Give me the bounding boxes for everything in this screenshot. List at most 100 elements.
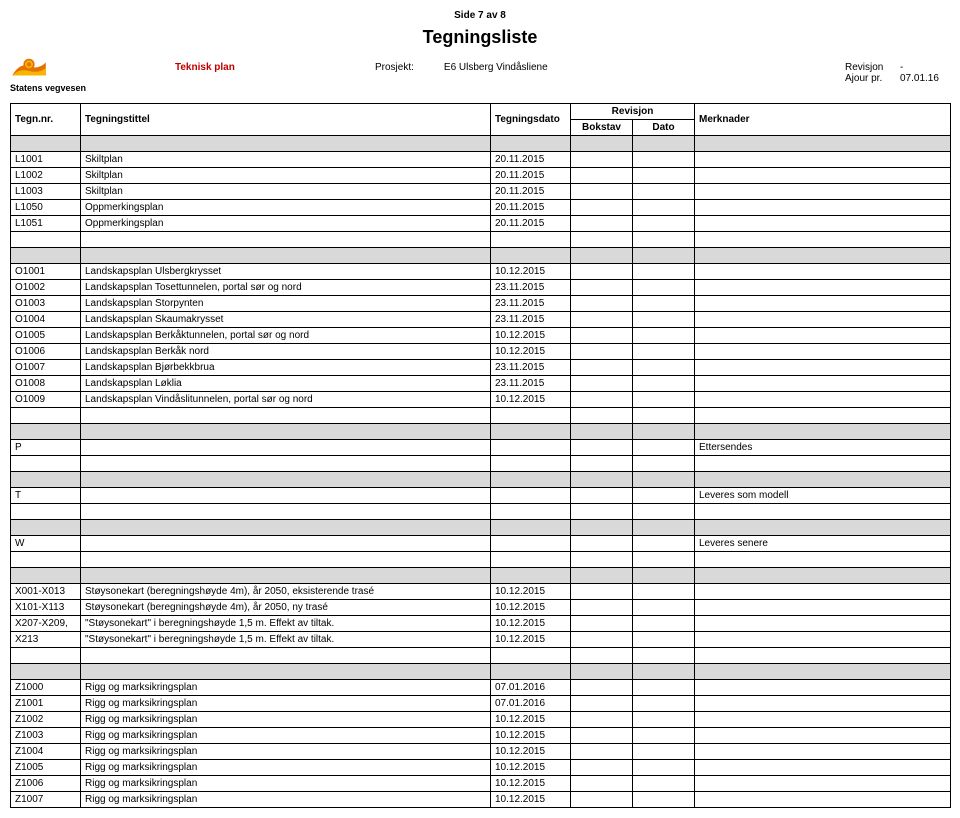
- cell-nr: X213: [11, 632, 81, 648]
- table-row: Z1000Rigg og marksikringsplan07.01.2016: [11, 680, 951, 696]
- cell-date: 10.12.2015: [491, 712, 571, 728]
- cell-nr: Z1000: [11, 680, 81, 696]
- separator-cell: [633, 424, 695, 440]
- blank-cell: [11, 504, 81, 520]
- cell-title: Landskapsplan Berkåktunnelen, portal sør…: [81, 328, 491, 344]
- cell-title: Landskapsplan Bjørbekkbrua: [81, 360, 491, 376]
- cell-bokstav: [571, 392, 633, 408]
- cell-date: 10.12.2015: [491, 792, 571, 808]
- cell-date: 10.12.2015: [491, 392, 571, 408]
- cell-date: 23.11.2015: [491, 360, 571, 376]
- cell-title: "Støysonekart" i beregningshøyde 1,5 m. …: [81, 616, 491, 632]
- separator-cell: [633, 472, 695, 488]
- cell-date: 23.11.2015: [491, 280, 571, 296]
- separator-cell: [491, 568, 571, 584]
- cell-title: Rigg og marksikringsplan: [81, 760, 491, 776]
- table-row: O1003Landskapsplan Storpynten23.11.2015: [11, 296, 951, 312]
- prosjekt-value: E6 Ulsberg Vindåsliene: [444, 62, 548, 84]
- separator-cell: [81, 248, 491, 264]
- cell-bokstav: [571, 536, 633, 552]
- cell-revdate: [633, 280, 695, 296]
- table-row: O1009Landskapsplan Vindåslitunnelen, por…: [11, 392, 951, 408]
- separator-cell: [491, 520, 571, 536]
- cell-nr: X001-X013: [11, 584, 81, 600]
- table-row: TLeveres som modell: [11, 488, 951, 504]
- separator-cell: [81, 664, 491, 680]
- cell-merk: [695, 216, 951, 232]
- table-row: X213"Støysonekart" i beregningshøyde 1,5…: [11, 632, 951, 648]
- cell-merk: [695, 184, 951, 200]
- cell-revdate: [633, 632, 695, 648]
- revision-label: Revisjon: [845, 62, 900, 73]
- cell-date: 20.11.2015: [491, 216, 571, 232]
- separator-cell: [11, 520, 81, 536]
- cell-bokstav: [571, 712, 633, 728]
- separator-cell: [633, 136, 695, 152]
- cell-bokstav: [571, 776, 633, 792]
- separator-cell: [695, 248, 951, 264]
- cell-nr: O1004: [11, 312, 81, 328]
- cell-title: Landskapsplan Ulsbergkrysset: [81, 264, 491, 280]
- separator-cell: [695, 568, 951, 584]
- cell-title: Rigg og marksikringsplan: [81, 776, 491, 792]
- table-row: L1050Oppmerkingsplan20.11.2015: [11, 200, 951, 216]
- separator-cell: [11, 248, 81, 264]
- blank-row: [11, 504, 951, 520]
- cell-bokstav: [571, 632, 633, 648]
- cell-bokstav: [571, 600, 633, 616]
- cell-merk: [695, 760, 951, 776]
- table-header: Tegn.nr. Tegningstittel Tegningsdato Rev…: [11, 104, 951, 136]
- cell-revdate: [633, 696, 695, 712]
- cell-title: Skiltplan: [81, 168, 491, 184]
- table-row: Z1006Rigg og marksikringsplan10.12.2015: [11, 776, 951, 792]
- separator-cell: [81, 472, 491, 488]
- cell-nr: O1003: [11, 296, 81, 312]
- cell-nr: L1051: [11, 216, 81, 232]
- separator-cell: [81, 568, 491, 584]
- cell-title: Oppmerkingsplan: [81, 216, 491, 232]
- subheader-row: Teknisk plan Prosjekt: E6 Ulsberg Vindås…: [10, 62, 950, 84]
- cell-bokstav: [571, 488, 633, 504]
- cell-title: Skiltplan: [81, 184, 491, 200]
- cell-title: Rigg og marksikringsplan: [81, 728, 491, 744]
- cell-revdate: [633, 728, 695, 744]
- cell-bokstav: [571, 264, 633, 280]
- blank-row: [11, 232, 951, 248]
- col-bokstav: Bokstav: [571, 120, 633, 136]
- cell-revdate: [633, 616, 695, 632]
- separator-row: [11, 472, 951, 488]
- col-merknader: Merknader: [695, 104, 951, 136]
- separator-row: [11, 520, 951, 536]
- blank-cell: [491, 232, 571, 248]
- cell-nr: L1002: [11, 168, 81, 184]
- blank-cell: [11, 456, 81, 472]
- cell-date: 10.12.2015: [491, 584, 571, 600]
- cell-bokstav: [571, 376, 633, 392]
- blank-cell: [81, 408, 491, 424]
- cell-merk: [695, 616, 951, 632]
- cell-date: 10.12.2015: [491, 616, 571, 632]
- cell-date: 10.12.2015: [491, 600, 571, 616]
- separator-cell: [695, 472, 951, 488]
- blank-cell: [695, 552, 951, 568]
- cell-merk: [695, 584, 951, 600]
- separator-cell: [81, 520, 491, 536]
- table-row: L1002Skiltplan20.11.2015: [11, 168, 951, 184]
- blank-cell: [491, 552, 571, 568]
- blank-cell: [633, 408, 695, 424]
- cell-nr: O1005: [11, 328, 81, 344]
- cell-title: [81, 488, 491, 504]
- blank-cell: [571, 552, 633, 568]
- separator-cell: [491, 424, 571, 440]
- cell-date: 10.12.2015: [491, 328, 571, 344]
- blank-cell: [491, 408, 571, 424]
- table-row: O1001Landskapsplan Ulsbergkrysset10.12.2…: [11, 264, 951, 280]
- separator-cell: [695, 520, 951, 536]
- separator-cell: [491, 664, 571, 680]
- cell-revdate: [633, 712, 695, 728]
- cell-bokstav: [571, 280, 633, 296]
- table-row: Z1005Rigg og marksikringsplan10.12.2015: [11, 760, 951, 776]
- separator-cell: [11, 424, 81, 440]
- cell-bokstav: [571, 760, 633, 776]
- cell-revdate: [633, 392, 695, 408]
